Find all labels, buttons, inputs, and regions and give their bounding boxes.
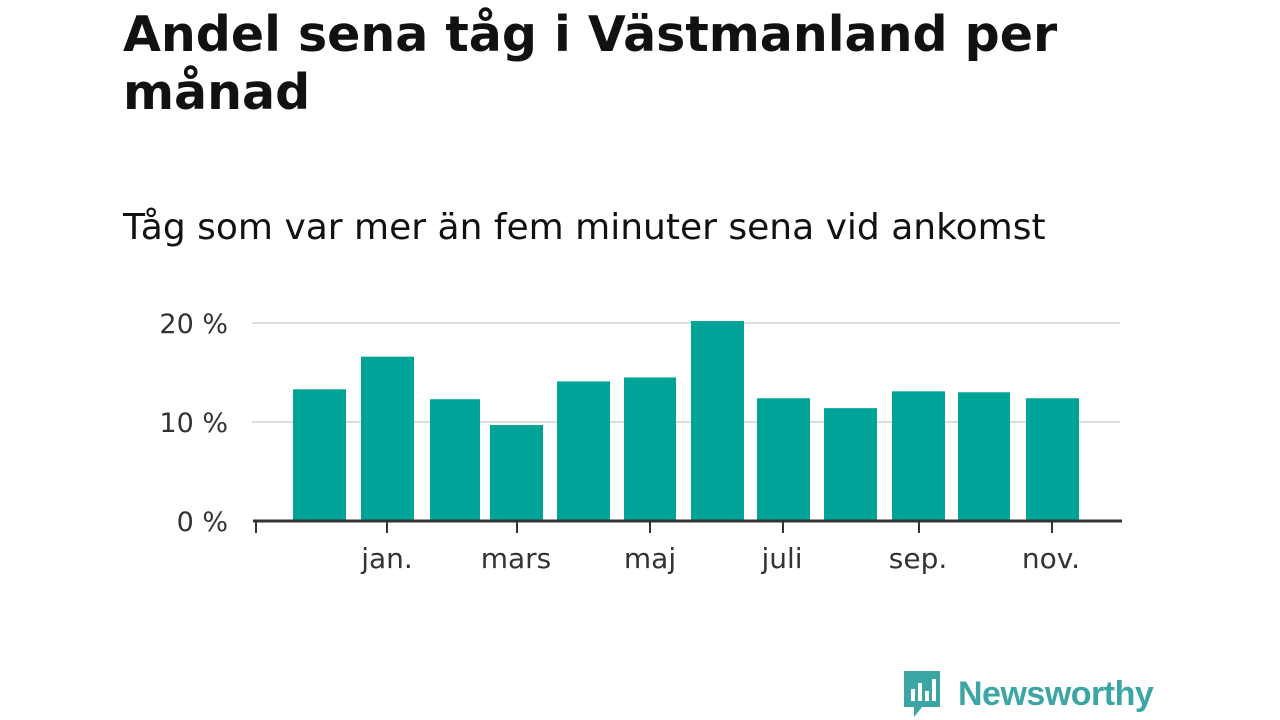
x-tick-label: nov. xyxy=(1022,542,1080,575)
y-tick-label: 10 % xyxy=(159,408,228,439)
bar xyxy=(624,377,676,521)
x-tick-label: jan. xyxy=(360,542,413,575)
bar xyxy=(557,381,610,521)
bar xyxy=(293,389,346,521)
chart-subtitle: Tåg som var mer än fem minuter sena vid … xyxy=(123,207,1046,248)
bar xyxy=(757,398,810,521)
newsworthy-logo: Newsworthy xyxy=(902,668,1154,720)
bar xyxy=(1026,398,1079,521)
bars xyxy=(293,321,1079,521)
bar xyxy=(430,399,480,521)
tick-labels: 0 % 10 % 20 % jan. mars maj juli sep. nov. xyxy=(159,309,1080,575)
logo-text: Newsworthy xyxy=(958,674,1154,713)
bar xyxy=(824,408,877,521)
y-tick-label: 0 % xyxy=(177,507,228,538)
x-tick-label: mars xyxy=(481,542,552,575)
bar xyxy=(490,424,543,521)
y-tick-label: 20 % xyxy=(159,309,228,340)
bar xyxy=(892,391,945,521)
x-tick-label: maj xyxy=(624,542,676,575)
x-tick-label: sep. xyxy=(889,542,948,575)
x-axis xyxy=(253,519,1122,533)
bar xyxy=(691,321,744,521)
x-tick-label: juli xyxy=(760,542,802,575)
newsworthy-logo-icon xyxy=(904,671,940,717)
chart-title: Andel sena tåg i Västmanland per månad xyxy=(123,6,1058,121)
bar xyxy=(361,356,414,521)
bar xyxy=(958,392,1010,521)
